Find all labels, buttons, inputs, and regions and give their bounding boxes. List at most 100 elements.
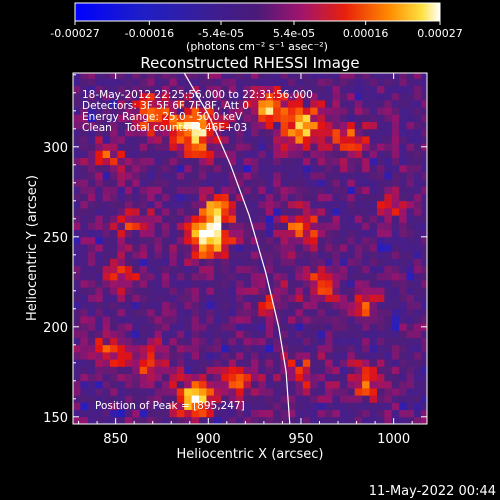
heatmap-cell [310,272,319,281]
heatmap-cell [325,373,333,382]
heatmap-cell [369,402,378,410]
heatmap-cell [414,373,422,382]
heatmap-cell [102,73,111,79]
heatmap-cell [376,373,385,382]
heatmap-cell [191,402,200,410]
heatmap-cell [176,73,185,79]
heatmap-cell [317,157,326,166]
heatmap-cell [250,402,259,410]
heatmap-cell [376,323,385,331]
heatmap-cell [221,107,230,115]
heatmap-cell [376,272,385,281]
heatmap-cell [87,215,96,223]
heatmap-cell [391,416,400,424]
heatmap-cell [184,107,193,115]
heatmap-cell [406,222,415,230]
heatmap-cell [154,100,163,108]
heatmap-cell [280,330,289,338]
heatmap-cell [273,208,281,216]
heatmap-cell [199,85,207,94]
heatmap-cell [124,258,133,266]
heatmap-cell [206,359,215,367]
heatmap-cell [139,409,148,418]
heatmap-cell [139,244,148,252]
heatmap-cell [347,128,356,137]
heatmap-cell [161,200,170,209]
heatmap-cell [221,236,230,245]
heatmap-cell [124,200,133,209]
heatmap-cell [161,330,170,338]
heatmap-cell [317,337,326,346]
heatmap-cell [406,344,415,353]
heatmap-cell [384,114,393,122]
heatmap-cell [147,366,155,374]
heatmap-cell [132,352,141,360]
heatmap-cell [87,265,96,274]
heatmap-cell [258,272,267,281]
heatmap-cell [221,244,230,252]
heatmap-cell [147,128,155,137]
heatmap-cell [287,294,296,302]
heatmap-cell [258,150,267,158]
heatmap-cell [87,107,96,115]
heatmap-cell [176,294,185,302]
heatmap-cell [95,251,104,259]
heatmap-cell [414,258,422,266]
heatmap-cell [161,143,170,151]
heatmap-cell [124,388,133,396]
heatmap-cell [191,92,200,101]
heatmap-cell [132,200,141,209]
heatmap-cell [228,395,237,403]
heatmap-cell [250,92,259,101]
heatmap-cell [414,272,422,281]
heatmap-cell [206,373,215,382]
heatmap-cell [258,308,267,317]
heatmap-cell [369,287,378,295]
heatmap-cell [354,409,363,418]
heatmap-cell [228,373,237,382]
heatmap-cell [102,352,111,360]
heatmap-cell [339,222,348,230]
heatmap-cell [243,395,252,403]
heatmap-cell [169,128,178,137]
heatmap-cell [110,388,118,396]
heatmap-cell [339,92,348,101]
heatmap-cell [139,287,148,295]
heatmap-cell [176,172,185,180]
heatmap-cell [154,272,163,281]
heatmap-cell [414,92,422,101]
heatmap-cell [347,150,356,158]
heatmap-cell [369,359,378,367]
heatmap-cell [243,344,252,353]
heatmap-cell [117,150,126,158]
heatmap-cell [250,143,259,151]
heatmap-cell [362,114,370,122]
heatmap-cell [95,402,104,410]
heatmap-cell [73,294,81,302]
heatmap-cell [102,251,111,259]
heatmap-cell [406,380,415,389]
heatmap-cell [406,287,415,295]
heatmap-cell [110,280,118,288]
heatmap-cell [369,85,378,94]
heatmap-cell [73,272,81,281]
heatmap-cell [295,265,304,274]
heatmap-cell [184,85,193,94]
heatmap-cell [362,409,370,418]
x-tick-label: 950 [289,432,314,447]
heatmap-cell [184,251,193,259]
heatmap-cell [317,172,326,180]
heatmap-cell [176,164,185,173]
heatmap-cell [302,416,311,424]
heatmap-cell [265,85,274,94]
heatmap-cell [406,352,415,360]
heatmap-cell [169,337,178,346]
heatmap-cell [161,272,170,281]
heatmap-cell [147,344,155,353]
heatmap-cell [110,107,118,115]
heatmap-cell [258,373,267,382]
heatmap-cell [391,244,400,252]
heatmap-cell [184,92,193,101]
heatmap-cell [376,301,385,310]
heatmap-cell [80,402,89,410]
